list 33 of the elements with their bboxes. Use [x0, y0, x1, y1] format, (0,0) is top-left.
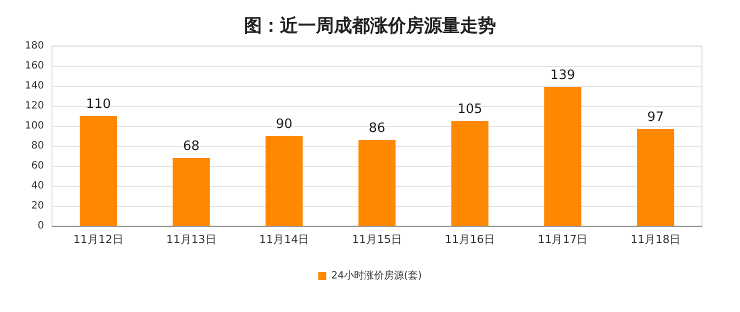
- y-tick-label: 0: [38, 220, 44, 232]
- bar: [358, 140, 396, 226]
- data-label: 105: [457, 102, 482, 117]
- chart-title: 图：近一周成都涨价房源量走势: [244, 16, 496, 36]
- y-tick-label: 160: [24, 60, 44, 72]
- x-tick-label: 11月12日: [73, 233, 124, 246]
- data-label: 97: [647, 110, 664, 125]
- x-tick-label: 11月16日: [444, 233, 495, 246]
- bar: [544, 87, 582, 226]
- bar: [80, 116, 117, 226]
- x-tick-label: 11月15日: [352, 233, 402, 246]
- y-tick-label: 60: [31, 160, 44, 172]
- y-tick-label: 20: [31, 200, 44, 212]
- x-tick-label: 11月14日: [259, 233, 310, 246]
- x-tick-label: 11月17日: [538, 233, 588, 246]
- data-label: 110: [86, 97, 111, 112]
- x-tick-label: 11月18日: [630, 233, 681, 246]
- bar: [451, 121, 488, 226]
- bar: [172, 158, 210, 226]
- data-label: 139: [550, 68, 576, 83]
- y-tick-label: 180: [24, 40, 44, 52]
- bar: [266, 136, 303, 226]
- data-label: 86: [368, 121, 386, 136]
- y-tick-label: 40: [31, 180, 44, 192]
- y-tick-label: 140: [24, 80, 44, 92]
- x-tick-label: 11月13日: [166, 233, 216, 246]
- legend-label: 24小时涨价房源(套): [331, 270, 422, 282]
- y-tick-label: 80: [31, 140, 44, 152]
- data-label: 90: [276, 117, 292, 132]
- bar: [637, 129, 674, 226]
- data-label: 68: [183, 139, 200, 154]
- y-tick-label: 120: [24, 100, 44, 112]
- y-tick-label: 100: [24, 120, 44, 132]
